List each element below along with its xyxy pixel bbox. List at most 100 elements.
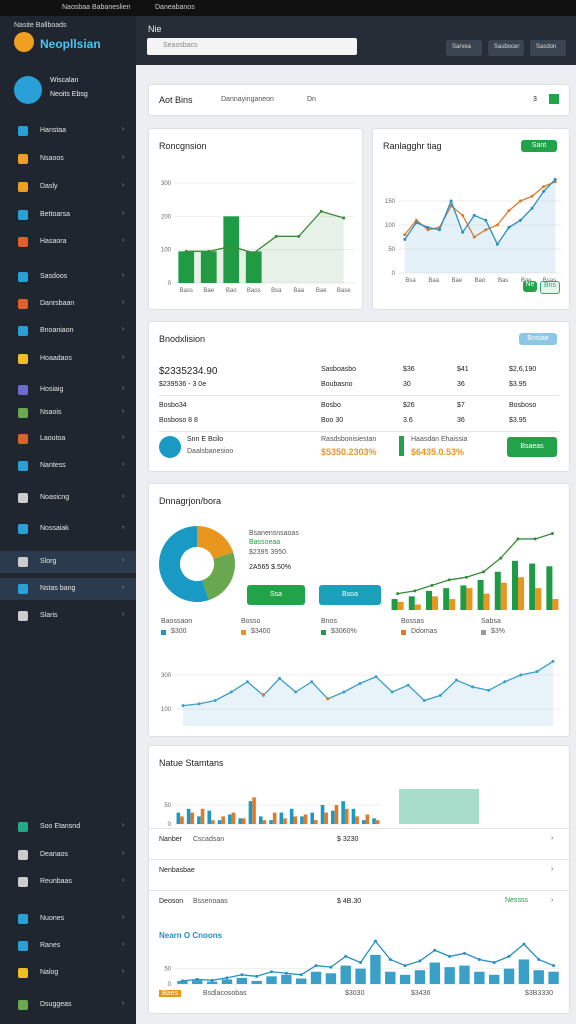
search[interactable]: Seaosbacs (147, 38, 357, 55)
point (278, 676, 282, 680)
nav-item[interactable]: Soo Etansnd › (0, 816, 136, 838)
chevron[interactable]: › (551, 897, 554, 904)
nav-item[interactable]: Nstas bang › (0, 578, 136, 600)
point (454, 678, 458, 682)
line (182, 660, 554, 707)
nav-item[interactable]: Ranes › (0, 935, 136, 957)
nav-item[interactable]: Nsaois › (0, 402, 136, 424)
nav-item[interactable]: Nantess › (0, 455, 136, 477)
chevron: › (122, 968, 125, 975)
card-title: Bnodxlision (159, 334, 206, 344)
nav-item[interactable]: Danrsbaan › (0, 293, 136, 315)
header-action[interactable]: Sarvea (446, 40, 482, 56)
crumb[interactable]: Dannayinganeon (221, 96, 274, 103)
point (472, 213, 476, 217)
point (433, 948, 437, 952)
nav-label: Nsaois (40, 409, 62, 416)
y-tick-label: 0 (168, 822, 172, 826)
tab[interactable]: Daneabanos (155, 4, 195, 11)
nav-item[interactable]: Bnoaniaon › (0, 320, 136, 342)
point (314, 964, 318, 968)
table-card: Bnodxlision Bnsiae $2335234.90 Sasboasbo $… (148, 321, 570, 472)
tab[interactable]: Naosbaa Babaneslien (62, 4, 131, 11)
chevron[interactable]: › (551, 835, 554, 842)
chevron: › (122, 272, 125, 279)
nav-item[interactable]: Hasaora › (0, 231, 136, 253)
cell: $3.95 (509, 417, 527, 424)
cell: Bosbo34 (159, 402, 187, 409)
footer-btn[interactable]: Ne (523, 281, 537, 292)
avatar[interactable] (14, 76, 42, 104)
nav-item[interactable]: Slorg › (0, 551, 136, 573)
button[interactable]: Ssa (247, 585, 305, 605)
cell: $2,6,190 (509, 366, 537, 373)
row-label: Nenbasbae (159, 867, 195, 874)
chevron[interactable]: › (551, 866, 554, 873)
nav-label: Nsaoos (40, 155, 64, 162)
crumb[interactable]: Aot Bins (159, 95, 193, 105)
table-button[interactable]: Bnsiae (519, 333, 557, 345)
summary-button[interactable]: Bsaeas (507, 437, 557, 457)
nav-item[interactable]: Sasdoos › (0, 266, 136, 288)
nav-item[interactable]: Hanstaa › (0, 120, 136, 142)
nav-item[interactable]: Nalog › (0, 962, 136, 984)
footer-btn[interactable]: Bns (540, 281, 560, 294)
point (255, 974, 259, 978)
chevron: › (122, 493, 125, 500)
cell: Bosboso 8 8 (159, 417, 198, 424)
nav-label: Noasicng (40, 494, 70, 501)
row-label: Nanber (159, 836, 182, 843)
bar (518, 577, 525, 610)
bar (200, 251, 217, 283)
nav-item[interactable]: Noasicng › (0, 487, 136, 509)
nav-icon (18, 461, 28, 471)
nav-label: Bettoarsa (40, 211, 70, 218)
nav-item[interactable]: Dasly › (0, 176, 136, 198)
row-sub: Bssenoaas (193, 898, 228, 905)
bar (192, 980, 203, 984)
bar (245, 251, 262, 283)
nav-label: Sasdoos (40, 273, 68, 280)
stat-label: Sabsa (481, 618, 501, 625)
x-tick-label: Bsa (405, 278, 416, 284)
point (507, 209, 511, 213)
header-action[interactable]: Sasbocer (488, 40, 524, 56)
bar (399, 974, 411, 984)
nav-item[interactable]: Reunbaas › (0, 871, 136, 893)
legend: Bsanensnsaoas (249, 530, 299, 537)
x-tick-label: Bae (316, 288, 327, 294)
header-action[interactable]: Sasdon (530, 40, 566, 56)
nav-item[interactable]: Deanaos › (0, 844, 136, 866)
nav-item[interactable]: Slaris › (0, 605, 136, 627)
nav-item[interactable]: Nuones › (0, 908, 136, 930)
bar (391, 599, 398, 610)
cell: $7 (457, 402, 465, 409)
nav-item[interactable]: Nsaoos › (0, 148, 136, 170)
nav-item[interactable]: Hosiaig › (0, 379, 136, 401)
point (413, 589, 417, 593)
point (229, 690, 233, 694)
nav-item[interactable]: Laoutoa › (0, 428, 136, 450)
nav-item[interactable]: Nossaiak › (0, 518, 136, 540)
x-tick-label: Baa (293, 288, 304, 294)
x-tick-label: Bsa (271, 288, 282, 294)
chevron: › (122, 408, 125, 415)
nav-item[interactable]: Bettoarsa › (0, 204, 136, 226)
bar (361, 820, 366, 824)
bar (432, 596, 439, 610)
status-icon[interactable] (549, 94, 559, 104)
chevron: › (122, 326, 125, 333)
badge[interactable]: Sant (521, 140, 557, 152)
row-sub: Cscadsan (193, 836, 225, 843)
bar (248, 801, 253, 824)
button[interactable]: Bsoa (319, 585, 381, 605)
nav-item[interactable]: Dsuggeas › (0, 994, 136, 1016)
point (297, 234, 301, 238)
link[interactable]: Nessss (505, 897, 528, 904)
crumb[interactable]: Dn (307, 96, 316, 103)
point (463, 951, 466, 955)
nav-label: Nalog (40, 969, 59, 976)
chevron: › (122, 434, 125, 441)
nav-item[interactable]: Hoaadaos › (0, 348, 136, 370)
